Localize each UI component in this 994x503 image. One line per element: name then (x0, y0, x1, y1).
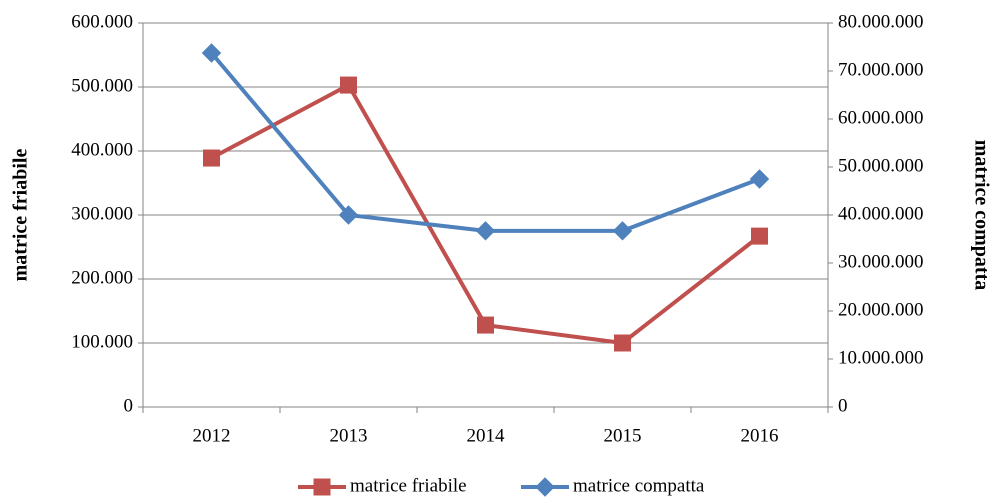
y2-tick-label: 30.000.000 (838, 251, 924, 272)
marker (614, 334, 631, 352)
marker (203, 149, 220, 167)
x-tick-label: 2015 (604, 425, 642, 446)
x-tick-label: 2013 (330, 425, 368, 446)
y-tick-label: 0 (124, 395, 134, 416)
y2-tick-label: 80.000.000 (838, 11, 924, 32)
y2-axis-title: matrice compatta (970, 140, 992, 291)
x-tick-label: 2016 (741, 425, 779, 446)
y2-tick-label: 10.000.000 (838, 347, 924, 368)
y-tick-label: 200.000 (71, 267, 133, 288)
y-axis-title: matrice friabile (10, 149, 32, 282)
marker (612, 221, 633, 241)
y2-tick-label: 20.000.000 (838, 299, 924, 320)
series-line (210, 83, 761, 345)
marker (535, 477, 555, 497)
y2-tick-label: 50.000.000 (838, 155, 924, 176)
legend-label: matrice compatta (573, 475, 705, 496)
marker (749, 169, 770, 189)
legend-label: matrice friabile (350, 475, 467, 496)
marker (477, 316, 494, 334)
y-tick-label: 100.000 (71, 331, 133, 352)
y2-tick-label: 70.000.000 (838, 59, 924, 80)
x-tick-label: 2014 (467, 425, 506, 446)
marker (340, 76, 357, 94)
y-tick-label: 300.000 (71, 203, 133, 224)
marker (201, 43, 222, 63)
marker (751, 227, 768, 245)
x-tick-label: 2012 (193, 425, 231, 446)
y2-tick-label: 40.000.000 (838, 203, 924, 224)
series-line (209, 51, 761, 233)
marker (313, 478, 331, 496)
marker (475, 221, 496, 241)
y-tick-label: 600.000 (71, 11, 133, 32)
y-tick-label: 500.000 (71, 75, 133, 96)
marker (338, 205, 359, 225)
y2-tick-label: 0 (838, 395, 848, 416)
y2-tick-label: 60.000.000 (838, 107, 924, 128)
y-tick-label: 400.000 (71, 139, 133, 160)
